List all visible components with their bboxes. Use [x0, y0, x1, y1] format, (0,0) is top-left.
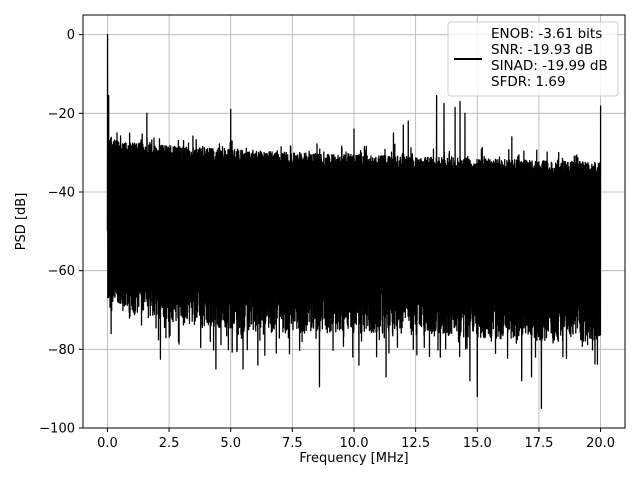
legend-entry-sinad: SINAD: -19.99 dB: [491, 58, 608, 74]
x-axis-label: Frequency [MHz]: [299, 451, 408, 466]
x-tick-label: 10.0: [340, 436, 369, 451]
psd-series-line: [106, 34, 602, 409]
x-tick-label: 7.5: [282, 436, 303, 451]
y-tick-label: −80: [48, 343, 75, 358]
legend-entry-sfdr: SFDR: 1.69: [491, 74, 566, 90]
x-tick-label: 12.5: [401, 436, 430, 451]
y-tick-label: −40: [48, 186, 75, 201]
y-tick-label: −60: [48, 264, 75, 279]
y-tick-label: −100: [39, 422, 75, 437]
x-tick-label: 17.5: [524, 436, 553, 451]
psd-trace: [106, 34, 602, 409]
y-axis-label: PSD [dB]: [14, 193, 29, 251]
x-tick-label: 15.0: [463, 436, 492, 451]
y-tick-label: −20: [48, 107, 75, 122]
x-tick-label: 20.0: [586, 436, 615, 451]
x-tick-label: 2.5: [159, 436, 180, 451]
x-tick-label: 0.0: [97, 436, 118, 451]
legend-entry-enob: ENOB: -3.61 bits: [491, 26, 602, 42]
legend: ENOB: -3.61 bits SNR: -19.93 dB SINAD: -…: [447, 21, 619, 97]
legend-entry-snr: SNR: -19.93 dB: [491, 42, 593, 58]
legend-box: [447, 21, 619, 97]
ticks: 0.0 2.5 5.0 7.5 10.0 12.5 15.0 17.5 20.0 0 −20 −40 −…: [39, 28, 615, 451]
y-tick-label: 0: [67, 28, 75, 43]
x-tick-label: 5.0: [220, 436, 241, 451]
